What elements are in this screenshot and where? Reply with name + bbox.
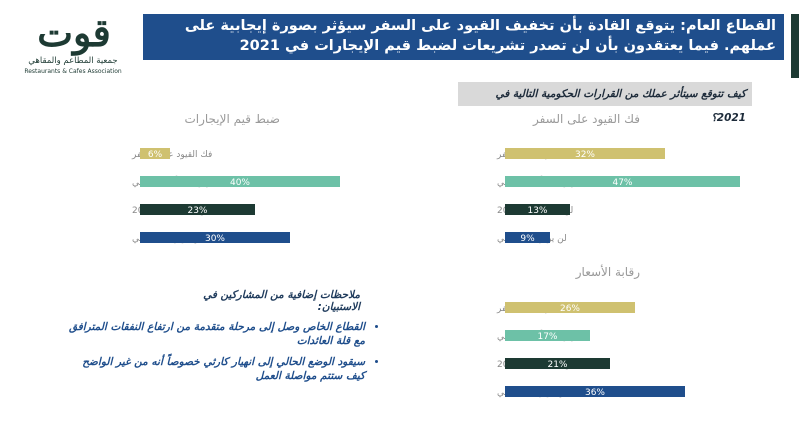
category-label: فك القيود على السفر: [131, 150, 212, 160]
logo-arabic-name: جمعية المطاعم والمقاهي: [28, 56, 118, 66]
data-label: 13%: [527, 206, 547, 216]
data-label: 40%: [230, 178, 250, 188]
notes-list: القطاع الخاص وصل إلى مرحلة متقدمة من ارت…: [60, 320, 381, 390]
logo-mark: قوت: [37, 10, 111, 55]
data-label: 23%: [187, 206, 207, 216]
bar: [140, 204, 255, 215]
note-item: القطاع الخاص وصل إلى مرحلة متقدمة من ارت…: [60, 320, 365, 348]
data-label: 36%: [585, 388, 605, 398]
survey-question: كيف تتوقع سيتأثر عملك من القرارات الحكوم…: [458, 82, 752, 124]
chart-title-rent: ضبط قيم الإيجارات: [184, 112, 280, 126]
data-label: 26%: [560, 304, 580, 314]
chart-prices: فك القيود على السفر26%سيؤثر إيجابياً على…: [496, 302, 685, 398]
bar: [505, 386, 685, 397]
data-label: 47%: [612, 178, 632, 188]
chart-title-travel: فك القيود على السفر: [532, 112, 640, 126]
logo-english-name: Restaurants & Cafes Association: [24, 68, 122, 75]
bar: [505, 176, 740, 187]
accent-bar: [791, 14, 799, 78]
bar: [140, 148, 170, 159]
data-label: 32%: [575, 150, 595, 160]
data-label: 30%: [205, 234, 225, 244]
bar: [505, 358, 610, 369]
bar: [505, 204, 570, 215]
page-title: القطاع العام: يتوقع القادة بأن تخفيف الق…: [143, 14, 784, 60]
bar: [505, 148, 665, 159]
bar: [505, 232, 550, 243]
logo: قوت جمعية المطاعم والمقاهي Restaurants &…: [18, 10, 128, 80]
data-label: 9%: [520, 234, 535, 244]
bar: [505, 302, 635, 313]
bar: [505, 330, 590, 341]
chart-travel: فك القيود على السفر32%سيؤثر إيجابياً على…: [496, 148, 740, 244]
data-label: 17%: [537, 332, 557, 342]
data-label: 6%: [148, 150, 163, 160]
chart-title-prices: رقابة الأسعار: [575, 265, 640, 279]
notes-title: ملاحظات إضافية من المشاركين في الاستبيان…: [203, 289, 360, 313]
bar: [140, 232, 290, 243]
data-label: 21%: [547, 360, 567, 370]
note-item: سيقود الوضع الحالي إلى انهيار كارثي خصوص…: [60, 355, 365, 383]
bar: [140, 176, 340, 187]
